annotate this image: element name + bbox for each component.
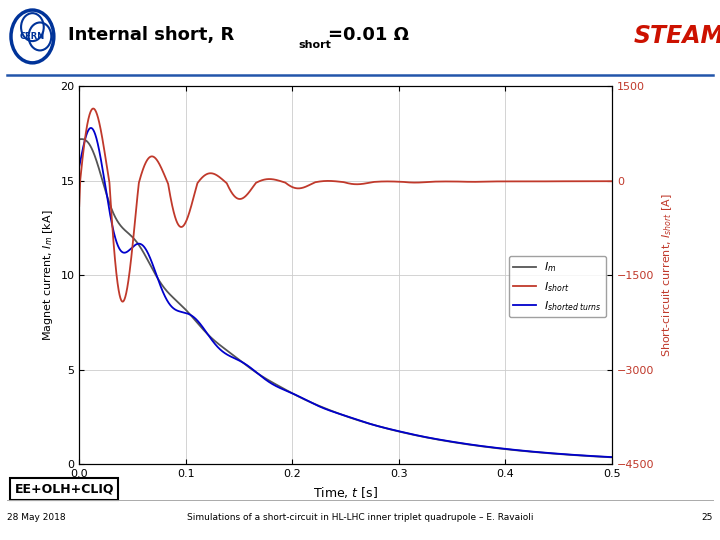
Y-axis label: Magnet current, $I_m$ [kA]: Magnet current, $I_m$ [kA] bbox=[40, 210, 55, 341]
Text: =0.01 Ω: =0.01 Ω bbox=[328, 26, 409, 44]
Text: Simulations of a short-circuit in HL-LHC inner triplet quadrupole – E. Ravaioli: Simulations of a short-circuit in HL-LHC… bbox=[186, 513, 534, 522]
Text: EE+OLH+CLIQ: EE+OLH+CLIQ bbox=[14, 483, 114, 496]
Y-axis label: Short-circuit current, $I_{short}$ [A]: Short-circuit current, $I_{short}$ [A] bbox=[660, 193, 674, 357]
Legend: $I_m$, $I_{short}$, $I_{shorted\ turns}$: $I_m$, $I_{short}$, $I_{shorted\ turns}$ bbox=[509, 256, 606, 318]
Text: STEAM: STEAM bbox=[634, 24, 720, 49]
Text: Internal short, R: Internal short, R bbox=[68, 26, 235, 44]
Text: 28 May 2018: 28 May 2018 bbox=[7, 513, 66, 522]
X-axis label: Time, $t$ [s]: Time, $t$ [s] bbox=[313, 485, 378, 500]
Text: short: short bbox=[299, 40, 332, 50]
Text: CERN: CERN bbox=[19, 32, 45, 41]
Text: 25: 25 bbox=[701, 513, 713, 522]
